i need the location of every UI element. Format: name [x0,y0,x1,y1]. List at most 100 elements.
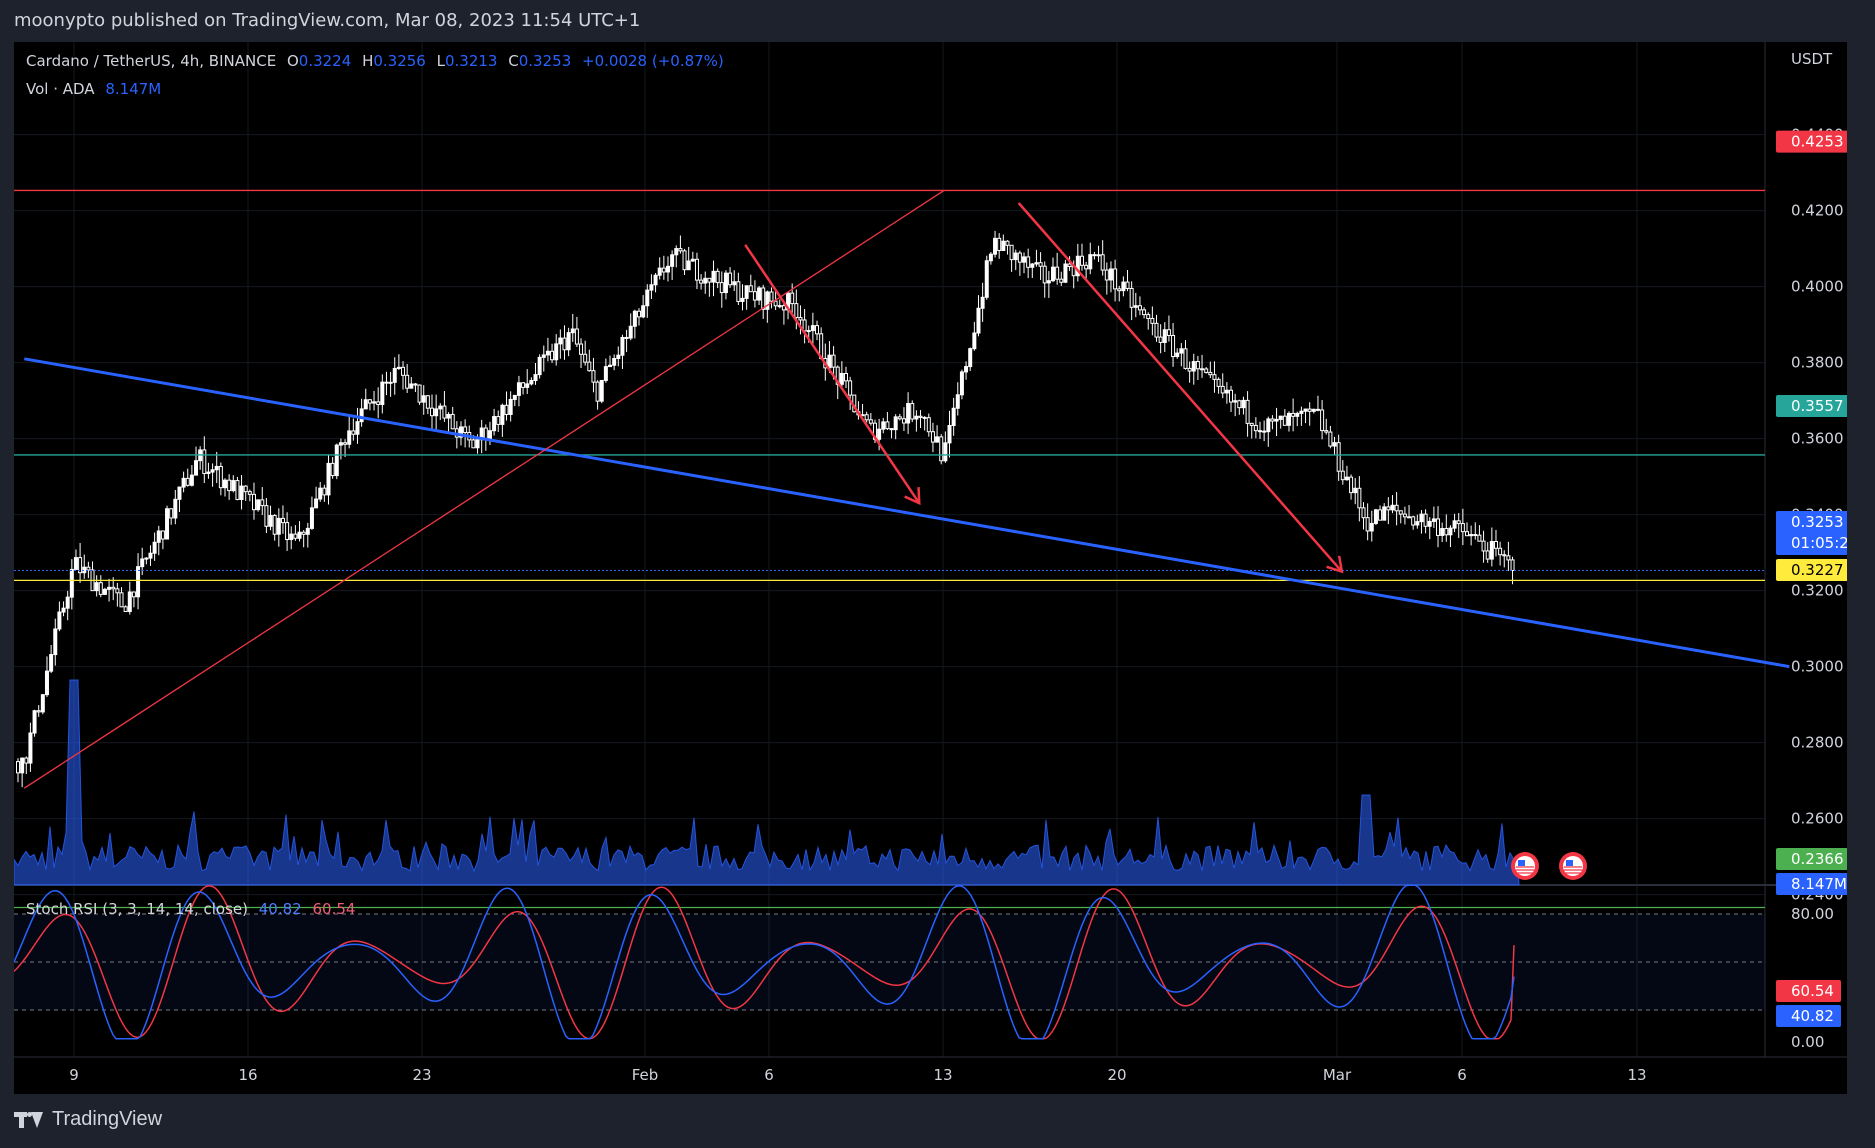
candle-body [926,417,931,433]
candle-body [442,405,447,419]
candle-body [115,588,120,594]
candle-body [136,566,141,598]
candle-body [264,505,269,527]
candle-body [955,394,960,409]
candle-body [1129,287,1134,308]
candle-body [579,343,584,355]
candle-body [815,325,820,335]
price-label-bg [1776,511,1847,555]
candle-body [413,383,418,386]
candle-body [1398,510,1403,515]
candle-body [82,566,87,574]
stoch-label[interactable]: Stoch RSI (3, 3, 14, 14, close) [26,900,248,918]
tradingview-footer[interactable]: TradingView [14,1108,162,1131]
candle-body [214,465,219,471]
candle-body [380,381,385,406]
price-tick-label: 0.4000 [1791,278,1844,296]
candle-body [1084,264,1089,270]
candle-body [1419,513,1424,523]
candle-body [516,382,521,396]
bearish-arrow-head [1326,555,1344,574]
candle-body [301,531,306,535]
candle-body [877,428,882,440]
candle-body [372,401,377,404]
legend-symbol[interactable]: Cardano / TetherUS, 4h, BINANCE [26,52,277,70]
candle-body [988,253,993,262]
price-tick-label: 0.3000 [1791,658,1844,676]
candle-body [1026,256,1031,268]
candle-body [1373,509,1378,524]
candle-body [1311,408,1316,412]
candle-body [1191,361,1196,372]
candle-body [1204,368,1209,373]
candle-body [910,403,915,420]
candle-body [1456,520,1461,525]
candle-body [148,552,153,559]
us-flag-event-icon[interactable] [1559,852,1587,880]
candle-body [425,395,430,409]
candle-body [1166,329,1171,336]
price-tick-label: 0.2600 [1791,810,1844,828]
us-flag-event-icon[interactable] [1511,852,1539,880]
price-label-value: 8.147M [1791,875,1847,893]
chart-svg[interactable]: USDT0.44000.42000.40000.38000.36000.3400… [14,42,1847,1094]
ascending-red-trendline [23,189,945,789]
candle-body [620,336,625,356]
candle-body [73,557,78,570]
candle-body [1423,513,1428,527]
candle-body [562,337,567,351]
chart-area[interactable]: USDT0.44000.42000.40000.38000.36000.3400… [14,42,1847,1094]
candle-body [657,267,662,276]
candle-body [1282,415,1287,426]
candle-body [844,372,848,382]
candle-body [649,284,654,291]
candle-body [997,237,1002,251]
candle-body [752,291,757,301]
price-label-bg [1776,395,1847,417]
candle-body [1013,252,1018,261]
candle-body [574,328,579,345]
stoch-tick-label: 0.00 [1791,1033,1824,1051]
candle-body [289,533,294,541]
candle-body [28,732,33,764]
candle-body [1365,517,1370,532]
candle-body [309,507,314,529]
candle-body [612,357,617,366]
price-label-badge: 8.147M [1776,873,1847,895]
candle-body [243,485,248,493]
volume-label[interactable]: Vol · ADA [26,80,95,98]
candle-body [268,515,273,527]
candle-body [901,418,906,424]
candle-body [1315,408,1320,411]
price-label-bg [1776,873,1847,895]
candle-body [1303,408,1308,412]
stoch-badge-bg [1776,1005,1841,1027]
candle-body [421,395,426,403]
candle-body [1262,430,1267,433]
candle-body [1440,528,1445,536]
candle-body [487,430,492,440]
candle-body [285,522,290,541]
candle-body [293,533,298,539]
candle-body [1465,531,1469,537]
candle-body [247,491,252,495]
candle-body [608,364,613,368]
candle-body [305,527,310,535]
price-label-value: 0.4253 [1791,133,1844,151]
candle-body [947,424,952,444]
candle-body [1100,254,1105,271]
candle-body [1390,504,1395,511]
candle-body [169,508,174,519]
price-label-badge: 0.3557 [1776,395,1847,417]
candle-body [40,694,45,713]
candle-body [744,285,749,299]
candle-body [1407,516,1412,519]
candle-body [434,408,439,417]
candle-body [972,332,977,350]
legend-close-value: 0.3253 [518,52,572,70]
tradingview-logo-icon [14,1111,44,1129]
candle-body [906,403,911,424]
candle-body [1224,389,1229,394]
candle-body [276,517,281,535]
candle-body [806,330,811,333]
